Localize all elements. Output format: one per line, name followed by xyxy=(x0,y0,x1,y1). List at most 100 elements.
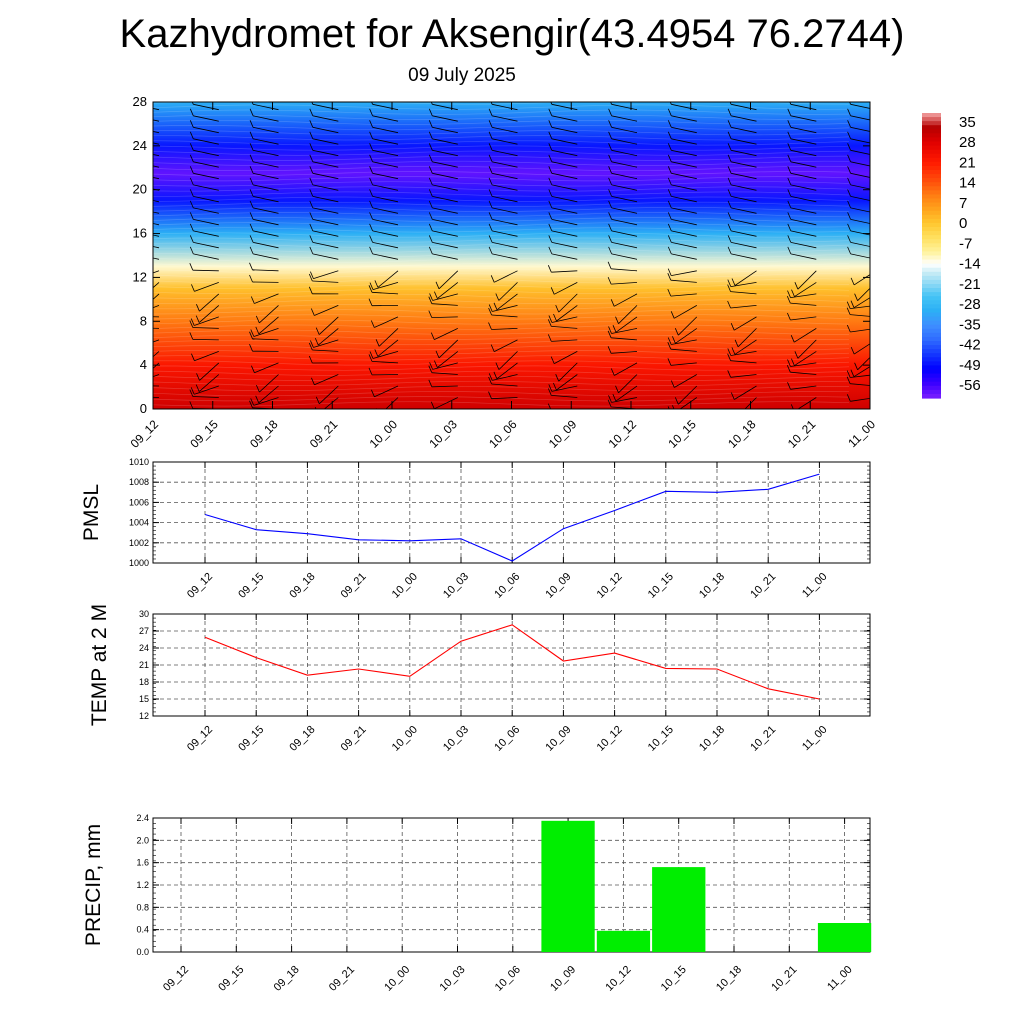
wind-barb xyxy=(153,223,160,226)
wind-barb xyxy=(494,270,518,283)
wind-barb xyxy=(678,385,698,405)
wind-barb-flag xyxy=(727,131,732,139)
wind-barb xyxy=(731,219,757,226)
wind-barb xyxy=(850,115,870,121)
wind-barb-flag xyxy=(249,154,254,162)
wind-barb xyxy=(193,161,219,168)
ytick-label: 2.4 xyxy=(136,813,149,823)
contour-line xyxy=(153,309,850,315)
contour-line xyxy=(153,160,850,166)
wind-barb-flag xyxy=(727,189,732,197)
wind-barb-flag xyxy=(195,315,200,323)
wind-barb xyxy=(432,196,458,203)
wind-barb xyxy=(790,161,817,168)
wind-barb xyxy=(790,316,817,321)
colorbar-cell xyxy=(922,393,941,399)
wind-barb xyxy=(498,351,518,370)
colorbar-cell xyxy=(922,235,941,240)
colorbar-label: -7 xyxy=(959,235,972,252)
wind-barb xyxy=(558,293,578,313)
wind-barb-flag xyxy=(309,246,314,255)
wind-barb-flag xyxy=(786,295,791,304)
colorbar-cell xyxy=(922,332,941,338)
wind-barb-flag xyxy=(369,200,373,209)
wind-barb-flag xyxy=(428,189,433,197)
wind-barb xyxy=(437,351,459,368)
colorbar-cell xyxy=(922,296,941,301)
wind-barb-flag xyxy=(847,223,851,232)
xtick-label: 10_09 xyxy=(543,724,573,754)
wind-barb xyxy=(492,138,518,145)
wind-barb-flag xyxy=(309,166,314,174)
wind-barb xyxy=(312,115,339,122)
wind-barb xyxy=(193,184,219,191)
wind-barb-flag xyxy=(309,108,314,116)
wind-barb xyxy=(850,161,870,167)
wind-barb-flag xyxy=(727,166,732,174)
wind-barb-flag xyxy=(732,416,735,423)
wind-barb xyxy=(153,234,160,237)
heatmap-ytick-label: 8 xyxy=(140,313,147,328)
wind-barb-flag xyxy=(555,304,560,313)
wind-barb-flag xyxy=(189,177,194,186)
wind-barb xyxy=(432,103,458,111)
wind-barb-flag xyxy=(249,108,254,116)
wind-barb xyxy=(492,172,518,180)
wind-barb xyxy=(438,270,459,290)
wind-barb xyxy=(252,338,279,341)
wind-barb xyxy=(857,356,870,371)
xtick-label: 09_21 xyxy=(327,964,357,994)
wind-barb xyxy=(671,161,697,168)
wind-barb xyxy=(857,287,870,301)
wind-barb-flag xyxy=(249,166,254,174)
wind-barb xyxy=(551,138,578,145)
precip-bar xyxy=(541,820,595,952)
wind-barb-flag xyxy=(847,154,851,162)
wind-barb xyxy=(494,339,518,352)
wind-barb-flag xyxy=(731,347,736,355)
wind-barb-flag xyxy=(308,286,313,294)
wind-barb xyxy=(615,316,638,333)
wind-barb xyxy=(731,207,757,214)
xtick-label: 10_21 xyxy=(769,964,799,994)
ytick-label: 21 xyxy=(139,660,149,670)
wind-barb-flag xyxy=(847,235,851,243)
wind-barb-flag xyxy=(488,235,493,243)
wind-barb-flag xyxy=(374,349,379,357)
wind-barb xyxy=(611,115,638,122)
colorbar-cell xyxy=(922,357,941,362)
wind-barb xyxy=(432,207,458,214)
wind-barb-flag xyxy=(727,154,732,162)
wind-barb xyxy=(432,362,458,370)
wind-barb xyxy=(153,165,160,168)
heatmap-xtick-label: 10_15 xyxy=(665,417,699,451)
wind-barb xyxy=(153,293,160,300)
wind-barb xyxy=(372,351,399,359)
wind-barb xyxy=(670,362,697,366)
wind-barb-flag xyxy=(249,344,253,352)
colorbar-cell xyxy=(922,288,941,293)
heatmap-panel: 0 4 8 12 16 20 24 28 09_12 09_15 09_18 09_21 10_00 10… xyxy=(128,94,879,451)
wind-barb xyxy=(312,126,339,134)
wind-barb xyxy=(611,351,638,354)
wind-barb-flag xyxy=(196,373,200,381)
wind-barb xyxy=(734,339,757,355)
wind-barb-flag xyxy=(787,290,791,298)
colorbar-cell xyxy=(922,369,941,375)
wind-barb-flag xyxy=(137,373,140,380)
wind-barb-flag xyxy=(309,200,314,209)
ytick-label: 2.0 xyxy=(136,835,149,845)
contour-line xyxy=(153,375,850,381)
colorbar-cell xyxy=(922,255,941,261)
wind-barb-flag xyxy=(548,166,553,174)
wind-barb-flag xyxy=(190,318,195,326)
wind-barb xyxy=(252,269,279,272)
wind-barb-flag xyxy=(131,155,134,162)
colorbar-cell xyxy=(922,341,941,346)
contour-line xyxy=(153,288,850,294)
wind-barb xyxy=(193,138,219,145)
wind-barb-flag xyxy=(727,212,732,220)
wind-barb-flag xyxy=(189,320,194,328)
heatmap-xtick-label: 09_15 xyxy=(187,417,221,451)
wind-barb xyxy=(731,115,757,122)
